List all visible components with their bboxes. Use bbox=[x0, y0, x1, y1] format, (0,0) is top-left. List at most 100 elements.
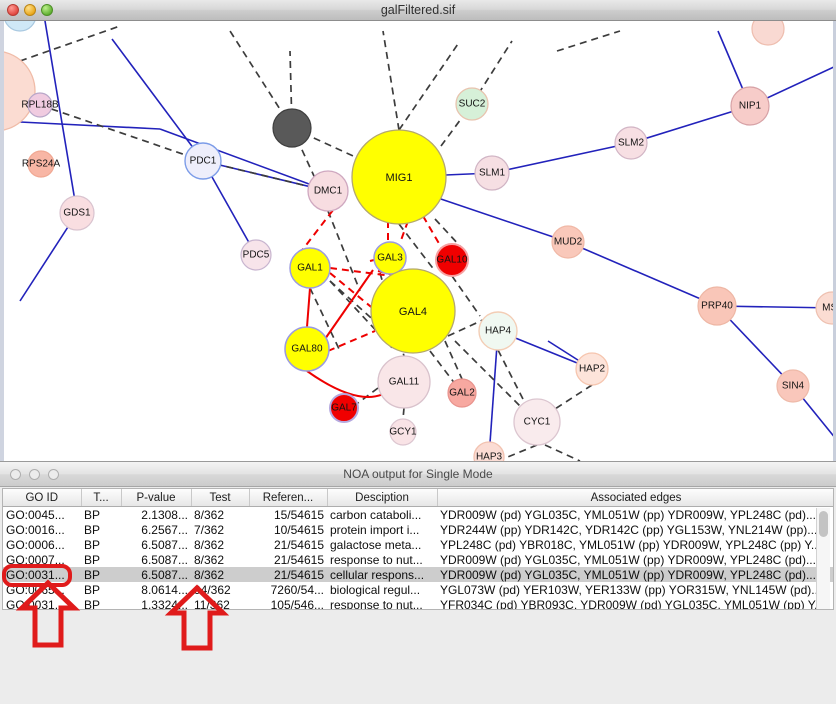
node-HAP2[interactable] bbox=[575, 352, 609, 386]
table-row[interactable]: GO:0031... BP 6.5087... 8/362 21/54615 cellul… bbox=[3, 567, 833, 582]
cell-test: 94/362 bbox=[194, 582, 231, 597]
table-body: GO:0045... BP 2.1308... 8/362 15/54615 carbon… bbox=[3, 507, 833, 610]
node-SLM2[interactable] bbox=[614, 126, 648, 160]
node-label-GAL7: GAL7 bbox=[331, 403, 357, 414]
table-row[interactable]: GO:0045... BP 2.1308... 8/362 15/54615 carbon… bbox=[3, 507, 833, 523]
node-label-HAP4: HAP4 bbox=[485, 326, 512, 337]
node-unlabeled-gray[interactable] bbox=[272, 108, 312, 148]
node-partial-topleft[interactable] bbox=[4, 21, 36, 32]
cell-edges: YDR009W (pd) YGL035C, YML051W (pp) YDR00… bbox=[440, 552, 816, 567]
cell-description: galactose meta... bbox=[330, 537, 422, 552]
cell-edges: YGL073W (pd) YER103W, YER133W (pp) YOR31… bbox=[440, 582, 822, 597]
node-GAL3[interactable] bbox=[373, 241, 407, 275]
node-GAL80[interactable] bbox=[284, 326, 330, 372]
cell-type: BP bbox=[84, 552, 101, 567]
node-PDC5[interactable] bbox=[240, 239, 272, 271]
node-unlabeled-left[interactable] bbox=[0, 50, 36, 132]
node-SLM1[interactable] bbox=[474, 155, 510, 191]
noa-minimize-icon[interactable] bbox=[29, 469, 40, 480]
node-label-SLM1: SLM1 bbox=[479, 168, 506, 179]
cell-go-id: GO:0016... bbox=[6, 522, 65, 537]
cell-pvalue: 6.5087... bbox=[141, 537, 188, 552]
table-row[interactable]: GO:0031... BP 1.3324... 11/362 105/546... res… bbox=[3, 597, 833, 610]
node-MSL5[interactable] bbox=[815, 291, 836, 325]
node-RPL18B[interactable] bbox=[27, 92, 53, 118]
node-label-GCY1: GCY1 bbox=[389, 427, 417, 438]
node-GDS1[interactable] bbox=[59, 195, 95, 231]
node-GAL10[interactable] bbox=[435, 243, 469, 277]
cell-edges: YDR009W (pd) YGL035C, YML051W (pp) YDR00… bbox=[437, 567, 833, 582]
node-MIG1[interactable] bbox=[351, 129, 447, 225]
node-GAL2[interactable] bbox=[447, 378, 477, 408]
table-row[interactable]: GO:0006... BP 6.5087... 8/362 21/54615 galact… bbox=[3, 537, 833, 552]
table-vertical-scrollbar[interactable] bbox=[816, 508, 830, 609]
node-label-GAL11: GAL11 bbox=[389, 377, 420, 388]
node-GAL7[interactable] bbox=[329, 393, 359, 423]
node-label-GAL2: GAL2 bbox=[449, 388, 475, 399]
node-label-GAL10: GAL10 bbox=[436, 255, 468, 266]
scrollbar-thumb[interactable] bbox=[819, 511, 828, 537]
table-row[interactable]: GO:0065... BP 8.0614... 94/362 7260/54... bio… bbox=[3, 582, 833, 597]
cell-test: 11/362 bbox=[194, 597, 230, 610]
node-label-GDS1: GDS1 bbox=[63, 208, 91, 219]
table-row[interactable]: GO:0016... BP 6.2567... 7/362 10/54615 protei… bbox=[3, 522, 833, 537]
nodes-layer[interactable]: RPL18B RPS24A GDS1 PDC1 PDC5 DMC1 MIG1 S… bbox=[0, 21, 836, 461]
column-header-reference[interactable]: Referen... bbox=[249, 489, 328, 507]
node-NIP1[interactable] bbox=[730, 86, 770, 126]
network-canvas[interactable]: RPL18B RPS24A GDS1 PDC1 PDC5 DMC1 MIG1 S… bbox=[0, 21, 836, 461]
node-GAL1[interactable] bbox=[289, 247, 331, 289]
noa-results-table[interactable]: GO ID T... P-value Test Referen... Desci… bbox=[2, 488, 834, 610]
node-GCY1[interactable] bbox=[389, 418, 417, 446]
node-RPS24A[interactable] bbox=[27, 150, 55, 178]
column-header-go-id[interactable]: GO ID bbox=[3, 489, 82, 507]
node-HAP3[interactable] bbox=[473, 441, 505, 461]
node-label-RPS24A: RPS24A bbox=[22, 159, 61, 170]
table-row[interactable]: GO:0007... BP 6.5087... 8/362 21/54615 respon… bbox=[3, 552, 833, 567]
node-label-GAL1: GAL1 bbox=[297, 263, 323, 274]
noa-output-panel: NOA output for Single Mode GO ID T... P-… bbox=[0, 461, 836, 704]
column-header-associated-edges[interactable]: Associated edges bbox=[437, 489, 833, 507]
node-GAL11[interactable] bbox=[377, 355, 431, 409]
node-CYC1[interactable] bbox=[513, 398, 561, 446]
node-partial-topright[interactable] bbox=[751, 21, 785, 46]
maximize-icon[interactable] bbox=[41, 4, 53, 16]
node-label-DMC1: DMC1 bbox=[314, 186, 343, 197]
node-PDC1[interactable] bbox=[184, 142, 222, 180]
cell-go-id: GO:0065... bbox=[6, 582, 65, 597]
cell-edges: YDR244W (pp) YDR142C, YDR142C (pp) YGL15… bbox=[440, 522, 818, 537]
noa-maximize-icon[interactable] bbox=[48, 469, 59, 480]
cell-pvalue: 8.0614... bbox=[141, 582, 188, 597]
network-graph[interactable]: RPL18B RPS24A GDS1 PDC1 PDC5 DMC1 MIG1 S… bbox=[0, 21, 836, 461]
node-label-SIN4: SIN4 bbox=[782, 381, 805, 392]
cell-type: BP bbox=[81, 567, 121, 582]
cell-type: BP bbox=[84, 582, 101, 597]
node-label-SLM2: SLM2 bbox=[618, 138, 645, 149]
cell-pvalue: 6.5087... bbox=[141, 552, 188, 567]
cell-reference: 21/54615 bbox=[249, 567, 327, 582]
cell-type: BP bbox=[84, 507, 101, 522]
column-header-type[interactable]: T... bbox=[81, 489, 122, 507]
column-header-description[interactable]: Desciption bbox=[327, 489, 438, 507]
node-MUD2[interactable] bbox=[551, 225, 585, 259]
cell-go-id: GO:0031... bbox=[6, 597, 65, 610]
node-label-GAL4: GAL4 bbox=[399, 306, 427, 318]
cell-test: 8/362 bbox=[194, 507, 225, 522]
node-PRP40[interactable] bbox=[697, 286, 737, 326]
noa-panel-title: NOA output for Single Mode bbox=[343, 467, 493, 481]
minimize-icon[interactable] bbox=[24, 4, 36, 16]
node-SIN4[interactable] bbox=[776, 369, 810, 403]
node-HAP4[interactable] bbox=[478, 311, 518, 351]
cell-test: 8/362 bbox=[191, 567, 249, 582]
cell-pvalue: 2.1308... bbox=[141, 507, 188, 522]
node-DMC1[interactable] bbox=[307, 170, 349, 212]
node-SUC2[interactable] bbox=[455, 87, 489, 121]
node-GAL4[interactable] bbox=[370, 268, 456, 354]
noa-window-controls bbox=[10, 469, 59, 480]
column-header-test[interactable]: Test bbox=[191, 489, 250, 507]
noa-close-icon[interactable] bbox=[10, 469, 21, 480]
column-header-pvalue[interactable]: P-value bbox=[121, 489, 192, 507]
cell-pvalue: 1.3324... bbox=[141, 597, 188, 610]
cell-test: 8/362 bbox=[194, 537, 225, 552]
close-icon[interactable] bbox=[7, 4, 19, 16]
